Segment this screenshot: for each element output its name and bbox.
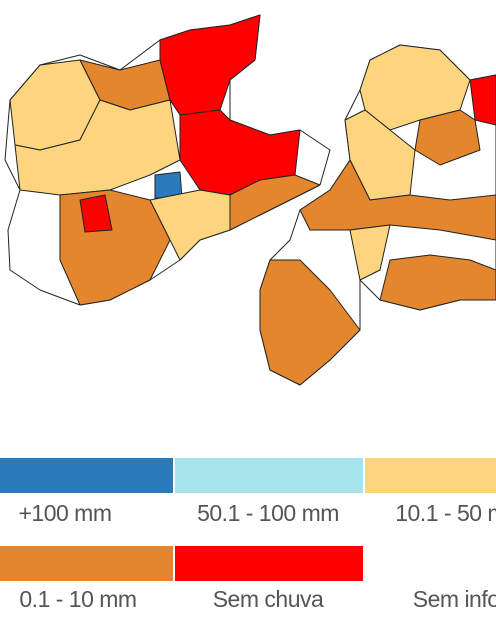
legend: +100 mm 50.1 - 100 mm 10.1 - 50 mm 0.1 - 10… [0,458,496,612]
region [149,189,231,261]
legend-label: +100 mm [18,500,111,526]
legend-swatch [365,458,496,493]
region [349,224,391,281]
legend-label: 50.1 - 100 mm [197,500,339,526]
map [4,14,496,386]
region [229,174,321,231]
legend-swatch [0,458,173,493]
region [379,254,496,311]
region [79,194,113,233]
legend-label: 0.1 - 10 mm [19,586,136,612]
legend-swatch [175,546,363,581]
legend-swatch [365,546,496,581]
region [469,74,496,126]
legend-swatch [175,458,363,493]
legend-label: Sem informação [413,586,496,612]
region [259,259,361,386]
legend-swatch [0,546,173,581]
legend-label: Sem chuva [213,586,324,612]
region [14,99,181,196]
legend-label: 10.1 - 50 mm [395,500,496,526]
region [159,14,261,116]
